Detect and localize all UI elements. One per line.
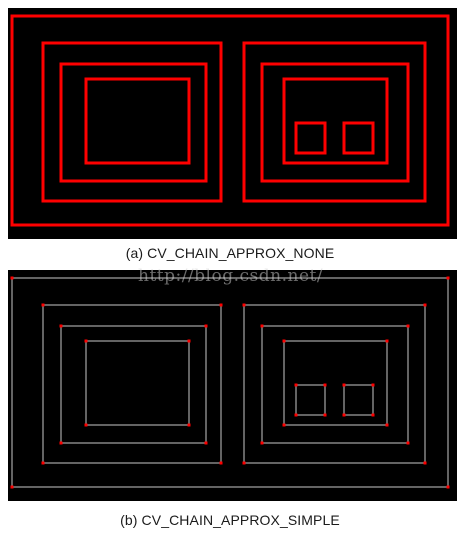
- simple-vertex-3-1: [59, 324, 63, 328]
- simple-vertex-1-2: [446, 276, 450, 280]
- simple-contour-3: [60, 325, 207, 444]
- simple-vertex-4-2: [187, 339, 191, 343]
- simple-vertex-6-1: [260, 324, 264, 328]
- simple-vertex-2-2: [219, 303, 223, 307]
- none-contour-2: [41, 41, 223, 203]
- none-contour-7: [282, 77, 389, 165]
- simple-vertex-1-1: [10, 276, 14, 280]
- simple-vertex-7-2: [385, 339, 389, 343]
- simple-contour-6: [261, 325, 409, 444]
- simple-vertex-4-4: [84, 423, 88, 427]
- simple-vertex-2-4: [41, 461, 45, 465]
- none-contour-9: [342, 121, 375, 155]
- simple-vertex-3-3: [204, 441, 208, 445]
- simple-vertex-5-1: [242, 303, 246, 307]
- simple-contour-9: [343, 384, 374, 416]
- simple-vertex-8-1: [294, 383, 298, 387]
- simple-vertex-9-4: [342, 413, 346, 417]
- caption-chain-approx-none: (a) CV_CHAIN_APPROX_NONE: [125, 245, 335, 261]
- none-contour-4: [84, 77, 191, 165]
- simple-vertex-9-2: [371, 383, 375, 387]
- caption-chain-approx-simple: (b) CV_CHAIN_APPROX_SIMPLE: [120, 512, 340, 528]
- simple-vertex-5-3: [423, 461, 427, 465]
- simple-vertex-2-3: [219, 461, 223, 465]
- simple-vertex-6-4: [260, 441, 264, 445]
- none-contour-6: [260, 62, 410, 183]
- simple-vertex-9-3: [371, 413, 375, 417]
- simple-vertex-7-1: [282, 339, 286, 343]
- simple-vertex-7-3: [385, 423, 389, 427]
- simple-vertex-1-4: [10, 485, 14, 489]
- none-contour-5: [242, 41, 427, 203]
- none-contour-3: [59, 62, 208, 183]
- contours-none-diagram: [10, 14, 450, 227]
- simple-vertex-8-3: [323, 413, 327, 417]
- simple-vertex-5-4: [242, 461, 246, 465]
- simple-contour-1: [11, 277, 449, 488]
- none-contour-8: [294, 121, 327, 155]
- simple-vertex-4-1: [84, 339, 88, 343]
- simple-vertex-9-1: [342, 383, 346, 387]
- simple-vertex-4-3: [187, 423, 191, 427]
- simple-contour-8: [295, 384, 326, 416]
- simple-vertex-2-1: [41, 303, 45, 307]
- simple-vertex-8-4: [294, 413, 298, 417]
- simple-vertex-3-4: [59, 441, 63, 445]
- contours-simple-diagram: [10, 276, 450, 489]
- simple-contour-7: [283, 340, 388, 426]
- panel-chain-approx-simple: [8, 270, 457, 501]
- simple-contour-2: [42, 304, 222, 464]
- simple-vertex-8-2: [323, 383, 327, 387]
- simple-contour-4: [85, 340, 190, 426]
- simple-vertex-6-3: [406, 441, 410, 445]
- none-contour-1: [10, 14, 450, 227]
- simple-vertex-6-2: [406, 324, 410, 328]
- simple-vertex-7-4: [282, 423, 286, 427]
- simple-vertex-5-2: [423, 303, 427, 307]
- simple-contour-5: [243, 304, 426, 464]
- simple-vertex-3-2: [204, 324, 208, 328]
- panel-chain-approx-none: [8, 8, 457, 239]
- simple-vertex-1-3: [446, 485, 450, 489]
